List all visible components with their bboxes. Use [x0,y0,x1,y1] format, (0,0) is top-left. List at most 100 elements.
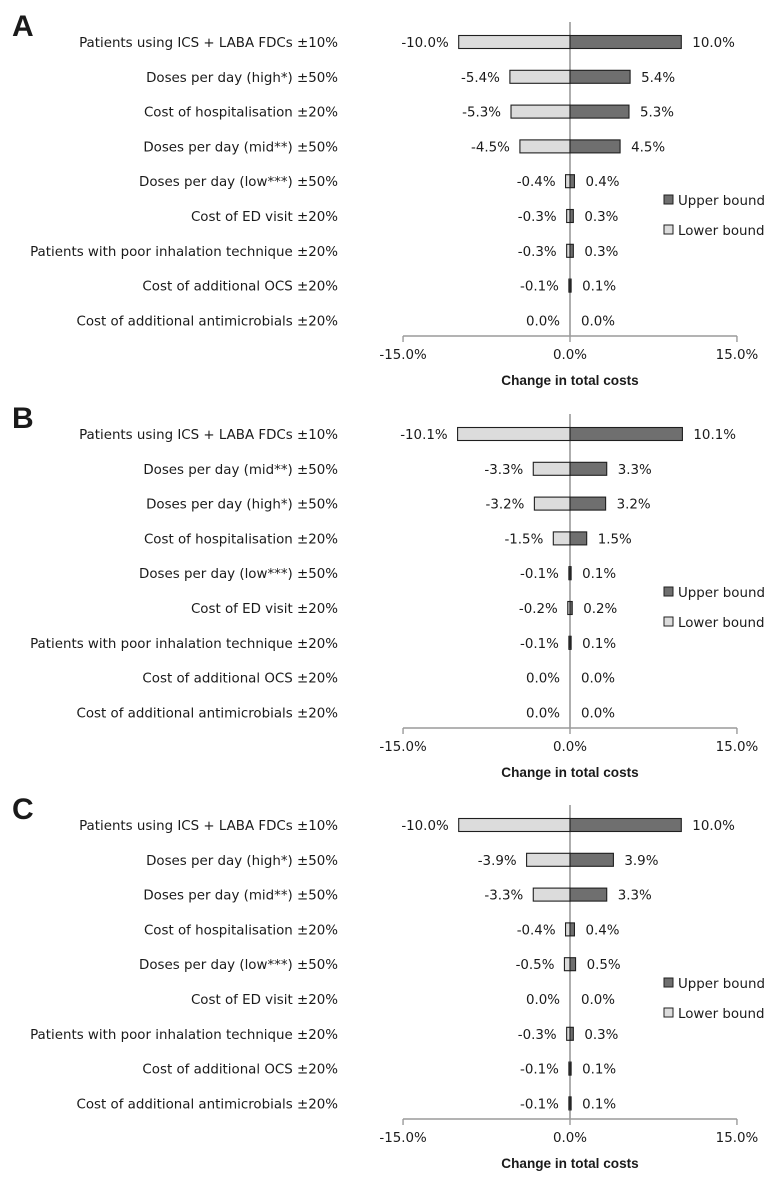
upper-bound-bar [569,104,630,119]
category-label: Cost of ED visit ±20% [191,210,338,225]
category-label: Patients using ICS + LABA FDCs ±10% [79,36,338,51]
lower-bound-value-label: -4.5% [471,140,510,155]
x-tick-label: 15.0% [716,348,759,363]
upper-bound-value-label: 3.2% [617,498,651,513]
upper-bound-bar [569,69,631,84]
lower-bound-value-label: -0.3% [518,245,557,260]
category-label: Cost of additional OCS ±20% [142,280,338,295]
category-label: Cost of hospitalisation ±20% [144,532,338,547]
upper-bound-value-label: 0.1% [582,1063,616,1078]
lower-bound-value-label: -3.3% [484,463,523,478]
lower-bound-bar [564,174,571,189]
upper-bound-bar [569,34,682,50]
panel-letter: C [12,793,34,826]
upper-bound-value-label: 4.5% [631,140,665,155]
lower-bound-value-label: -10.1% [400,428,447,443]
category-label: Doses per day (high*) ±50% [146,854,338,869]
lower-bound-bar [564,922,571,937]
lower-bound-value-label: -3.3% [484,889,523,904]
upper-bound-value-label: 5.4% [641,71,675,86]
upper-bound-bar [569,817,682,833]
legend-label-lower: Lower bound [678,616,765,631]
upper-bound-value-label: 0.4% [585,923,619,938]
lower-bound-bar [509,69,571,84]
category-label: Doses per day (mid**) ±50% [143,140,338,155]
category-label: Cost of ED visit ±20% [191,993,338,1008]
upper-bound-value-label: 0.1% [582,637,616,652]
upper-bound-value-label: 3.3% [618,463,652,478]
legend-swatch-lower [663,616,674,627]
upper-bound-bar [569,635,572,650]
upper-bound-bar [569,887,608,902]
lower-bound-value-label: -0.4% [517,923,556,938]
lower-bound-value-label: -1.5% [504,532,543,547]
upper-bound-value-label: 10.0% [692,36,735,51]
x-axis-title: Change in total costs [501,373,638,388]
x-tick-label: -15.0% [379,1131,426,1146]
upper-bound-bar [569,139,621,154]
category-label: Doses per day (low***) ±50% [139,175,338,190]
upper-bound-value-label: 10.0% [692,819,735,834]
upper-bound-value-label: 3.3% [618,889,652,904]
lower-bound-value-label: 0.0% [526,706,560,721]
x-tick-label: 15.0% [716,740,759,755]
category-label: Doses per day (low***) ±50% [139,958,338,973]
lower-bound-bar [510,104,571,119]
chart-panel-c: C -15.0% 0.0% 15.0% Change in total costs Pat… [12,793,765,1171]
lower-bound-value-label: -0.1% [520,637,559,652]
category-label: Doses per day (high*) ±50% [146,71,338,86]
x-axis-title: Change in total costs [501,1156,638,1171]
category-label: Patients with poor inhalation technique … [30,1028,338,1043]
category-label: Cost of hospitalisation ±20% [144,106,338,121]
x-tick-label: -15.0% [379,348,426,363]
upper-bound-value-label: 0.3% [584,210,618,225]
x-tick-label: 0.0% [553,348,587,363]
upper-bound-bar [569,957,577,972]
legend-swatch-lower [663,224,674,235]
upper-bound-bar [569,1096,572,1111]
category-label: Patients with poor inhalation technique … [30,637,338,652]
upper-bound-bar [569,426,683,442]
category-label: Patients with poor inhalation technique … [30,245,338,260]
upper-bound-value-label: 0.0% [581,314,615,329]
upper-bound-value-label: 10.1% [693,428,736,443]
upper-bound-bar [569,461,608,476]
lower-bound-bar [526,852,571,867]
upper-bound-bar [569,496,607,511]
legend-label-lower: Lower bound [678,1007,765,1022]
legend-swatch-upper [663,977,674,988]
lower-bound-value-label: 0.0% [526,993,560,1008]
upper-bound-value-label: 5.3% [640,106,674,121]
category-label: Cost of additional antimicrobials ±20% [76,1097,338,1112]
upper-bound-bar [569,243,574,258]
upper-bound-value-label: 0.0% [581,993,615,1008]
upper-bound-value-label: 0.2% [583,602,617,617]
upper-bound-bar [569,852,614,867]
upper-bound-bar [569,278,572,293]
lower-bound-value-label: -0.3% [518,1028,557,1043]
legend-label-upper: Upper bound [678,977,765,992]
category-label: Doses per day (mid**) ±50% [143,889,338,904]
lower-bound-bar [532,887,571,902]
lower-bound-bar [458,34,571,50]
panel-letter: A [12,10,34,43]
lower-bound-bar [457,426,571,442]
lower-bound-value-label: -0.1% [520,1097,559,1112]
legend-swatch-lower [663,1007,674,1018]
upper-bound-bar [569,208,574,224]
chart-panel-b: B -15.0% 0.0% 15.0% Change in total costs Pat… [12,402,765,780]
lower-bound-value-label: -0.5% [516,958,555,973]
lower-bound-value-label: -0.2% [519,602,558,617]
category-label: Doses per day (low***) ±50% [139,567,338,582]
x-tick-label: -15.0% [379,740,426,755]
upper-bound-value-label: 0.5% [587,958,621,973]
lower-bound-value-label: -3.9% [478,854,517,869]
category-label: Doses per day (mid**) ±50% [143,463,338,478]
lower-bound-bar [552,531,571,546]
category-label: Cost of additional OCS ±20% [142,672,338,687]
x-tick-label: 15.0% [716,1131,759,1146]
lower-bound-value-label: 0.0% [526,314,560,329]
upper-bound-value-label: 3.9% [624,854,658,869]
category-label: Doses per day (high*) ±50% [146,498,338,513]
